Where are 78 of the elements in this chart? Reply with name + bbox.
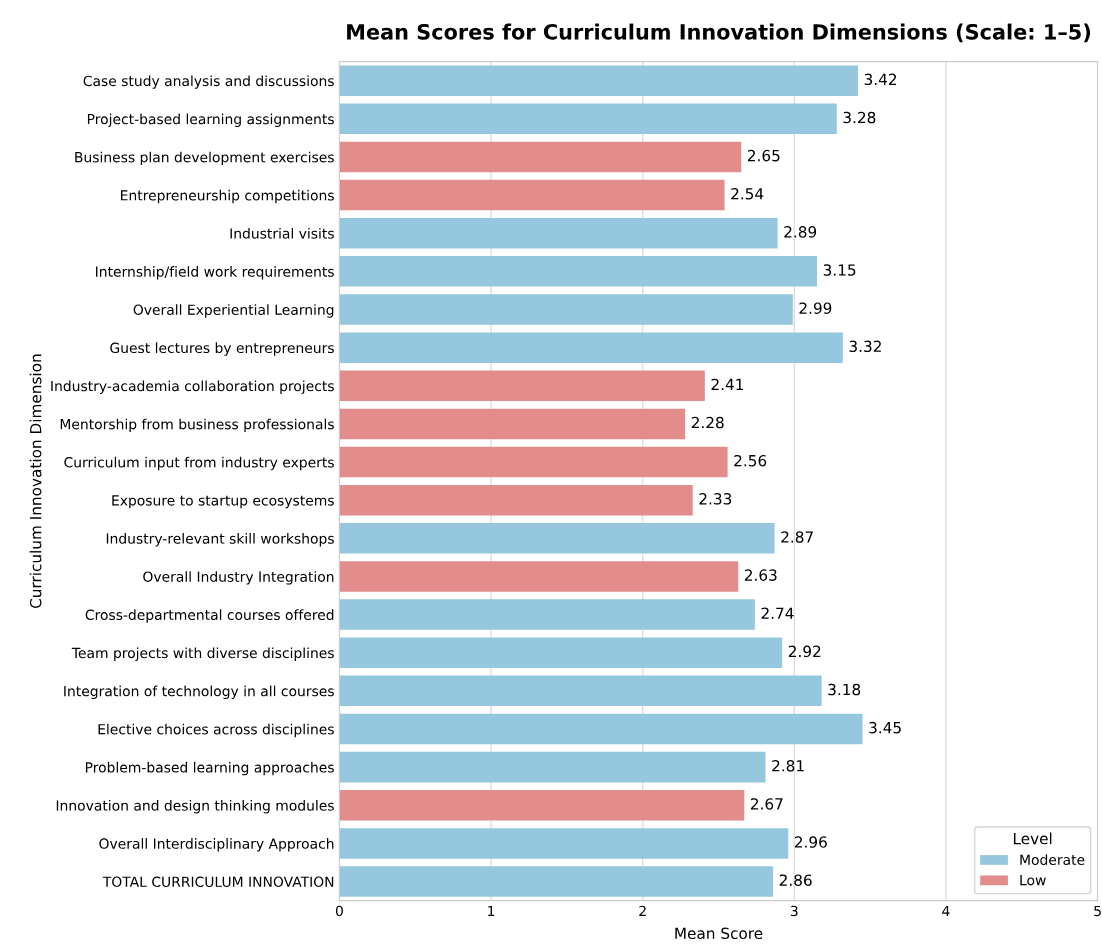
data-label: 3.15 — [823, 264, 856, 276]
bar — [339, 751, 766, 783]
bar — [339, 256, 818, 287]
y-tick-label: Overall Industry Integration — [143, 571, 334, 585]
data-label: 2.89 — [784, 226, 817, 238]
x-axis-title: Mean Score — [675, 927, 763, 940]
x-tick-label: 5 — [1094, 905, 1101, 917]
data-label: 2.86 — [779, 874, 812, 886]
data-label: 3.42 — [864, 73, 897, 86]
bar — [339, 179, 725, 211]
bar — [339, 828, 789, 859]
legend-title: Level — [1013, 832, 1052, 845]
y-tick-label: Case study analysis and discussions — [83, 75, 334, 89]
bar — [339, 484, 693, 516]
y-tick-label: Internship/field work requirements — [96, 266, 334, 280]
data-label: 2.65 — [747, 149, 780, 162]
y-tick-label: TOTAL CURRICULUM INNOVATION — [102, 876, 334, 888]
data-label: 2.63 — [744, 569, 777, 581]
bar — [339, 561, 739, 592]
y-tick-label: Overall Interdisciplinary Approach — [99, 838, 334, 852]
y-tick-label: Industrial visits — [230, 227, 334, 239]
bar — [339, 141, 742, 173]
legend-label: Low — [1020, 875, 1046, 886]
bar — [339, 65, 859, 96]
y-tick-label: Integration of technology in all courses — [64, 685, 334, 700]
bar — [339, 446, 728, 478]
chart-title: Mean Scores for Curriculum Innovation Dimensions (Scale: 1–5) — [347, 23, 1091, 43]
y-tick-label: Overall Experiential Learning — [133, 304, 334, 318]
data-label: 2.81 — [772, 760, 804, 772]
data-label: 3.32 — [849, 340, 881, 353]
data-label: 2.74 — [761, 607, 794, 619]
data-label: 2.41 — [711, 378, 744, 390]
data-label: 2.96 — [794, 836, 827, 848]
x-tick-label: 2 — [639, 905, 646, 917]
y-tick-label: Team projects with diverse disciplines — [71, 647, 334, 661]
bar — [339, 408, 686, 440]
y-tick-label: Entrepreneurship competitions — [121, 189, 334, 204]
y-axis-title: Curriculum Innovation Dimension — [29, 354, 42, 609]
data-label: 3.45 — [869, 721, 901, 734]
y-tick-label: Innovation and design thinking modules — [56, 799, 334, 814]
data-label: 2.99 — [799, 302, 832, 314]
bar — [339, 637, 783, 668]
bar — [339, 713, 863, 745]
bar — [339, 370, 705, 402]
legend-label: Moderate — [1020, 854, 1085, 866]
data-label: 3.18 — [828, 683, 861, 696]
y-tick-label: Business plan development exercises — [75, 151, 334, 166]
data-label: 2.92 — [788, 645, 821, 658]
y-tick-label: Curriculum input from industry experts — [64, 456, 334, 471]
data-label: 2.33 — [699, 493, 732, 505]
y-tick-label: Industry-relevant skill workshops — [106, 533, 334, 547]
bar — [339, 675, 822, 707]
data-label: 2.87 — [781, 531, 813, 543]
y-tick-label: Project-based learning assignments — [87, 113, 334, 127]
y-tick-label: Problem-based learning approaches — [85, 761, 334, 776]
y-tick-label: Elective choices across disciplines — [98, 723, 334, 738]
x-tick-label: 3 — [790, 905, 798, 917]
x-tick-label: 1 — [488, 905, 495, 917]
bar — [339, 294, 793, 325]
x-tick-label: 4 — [942, 905, 950, 917]
bar — [339, 523, 775, 554]
data-label: 2.67 — [750, 798, 783, 810]
y-tick-label: Guest lectures by entrepreneurs — [110, 342, 334, 356]
y-tick-label: Exposure to startup ecosystems — [112, 495, 334, 509]
data-label: 2.54 — [731, 187, 764, 200]
data-label: 3.28 — [843, 111, 876, 124]
y-tick-label: Mentorship from business professionals — [60, 418, 334, 433]
y-tick-label: Cross-departmental courses offered — [85, 609, 334, 623]
data-label: 2.28 — [691, 416, 724, 429]
data-label: 2.56 — [734, 454, 767, 467]
bar — [339, 599, 755, 630]
bar — [339, 866, 774, 897]
x-tick-label: 0 — [335, 905, 343, 917]
bar — [339, 332, 843, 363]
y-tick-label: Industry-academia collaboration projects — [51, 380, 334, 394]
bar — [339, 790, 745, 821]
bar — [339, 217, 778, 249]
bar — [339, 103, 837, 135]
